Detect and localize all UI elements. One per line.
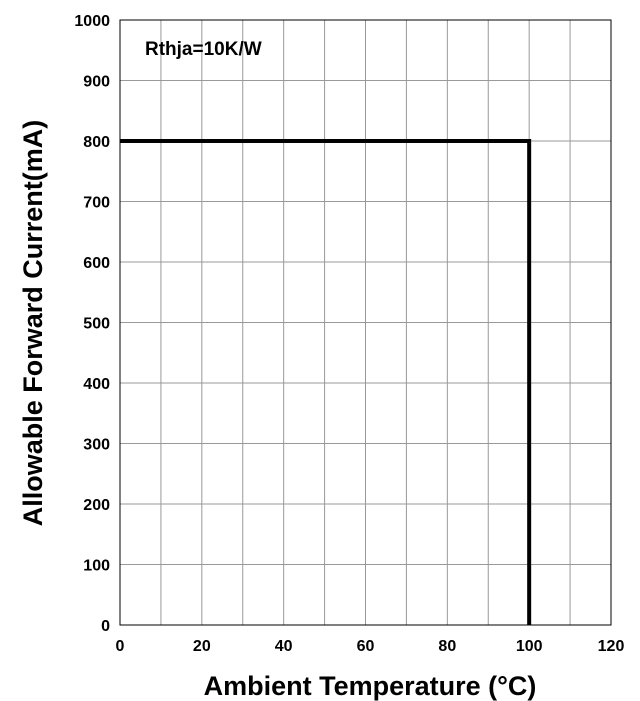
x-tick-label: 100	[516, 638, 543, 655]
y-tick-label: 200	[83, 497, 110, 514]
y-tick-label: 600	[83, 255, 110, 272]
y-tick-label: 800	[83, 134, 110, 151]
x-tick-labels: 0 20 40 60 80 100 120	[116, 638, 625, 655]
x-tick-label: 20	[193, 638, 211, 655]
series-line-0	[120, 139, 532, 625]
y-tick-label: 400	[83, 376, 110, 393]
annotation-label: Rthja=10K/W	[145, 39, 262, 60]
series-group	[120, 139, 532, 625]
grid-lines	[119, 19, 612, 626]
y-tick-labels: 0 100 200 300 400 500 600 700 800 900 1000	[74, 13, 110, 635]
x-axis-title: Ambient Temperature (°C)	[204, 671, 537, 701]
x-tick-label: 0	[116, 638, 125, 655]
plot-frame	[119, 19, 612, 626]
x-tick-label: 40	[275, 638, 293, 655]
y-tick-label: 500	[83, 316, 110, 333]
x-tick-label: 60	[357, 638, 375, 655]
y-tick-label: 700	[83, 195, 110, 212]
x-tick-label: 80	[438, 638, 456, 655]
y-tick-label: 300	[83, 437, 110, 454]
y-tick-label: 900	[83, 74, 110, 91]
y-axis-title: Allowable Forward Current(mA)	[18, 120, 48, 527]
y-tick-label: 0	[101, 618, 110, 635]
y-tick-label: 100	[83, 558, 110, 575]
y-tick-label: 1000	[74, 13, 110, 30]
x-tick-label: 120	[598, 638, 625, 655]
